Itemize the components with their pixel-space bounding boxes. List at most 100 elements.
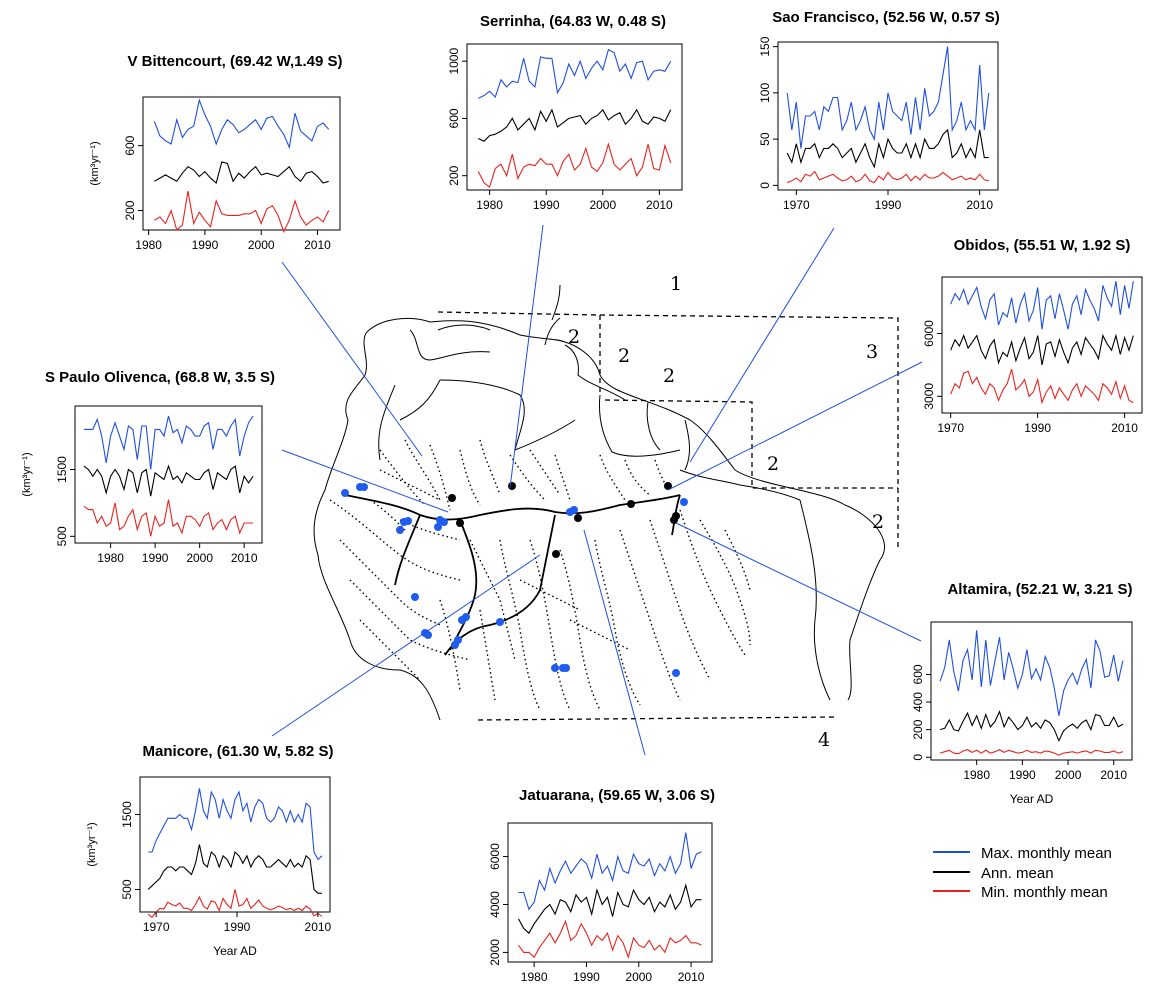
station-dot-blue (434, 523, 442, 531)
station-dot-black (456, 519, 464, 527)
series-mean-line (786, 128, 989, 169)
y-tick-label: 0 (911, 754, 925, 761)
station-dot-black (508, 482, 516, 490)
y-tick-label: 1500 (120, 801, 134, 828)
x-tick-label: 2010 (646, 198, 673, 212)
station-panel: Jatuarana, (59.65 W, 3.06 S) 1980 1990 2000… (488, 787, 715, 984)
series-min-line (939, 748, 1124, 756)
region-label: 2 (618, 345, 630, 367)
station-dot-blue (454, 636, 462, 644)
plot-frame (139, 776, 331, 913)
series-max-line (83, 415, 254, 470)
station-dot-black (672, 512, 680, 520)
x-tick-label: 2010 (678, 970, 705, 984)
series-max-line (786, 46, 990, 149)
series-min-line (786, 170, 989, 184)
panel-title: V Bittencourt, (69.42 W,1.49 S) (127, 53, 342, 70)
x-tick-label: 2000 (589, 198, 616, 212)
region-label: 2 (568, 326, 580, 348)
series-min-line (83, 499, 254, 537)
station-dot-blue (404, 517, 412, 525)
station-dot-black (627, 500, 635, 508)
legend-label-min: Min. monthly mean (981, 884, 1108, 901)
series-max-line (478, 48, 672, 99)
plot-frame (507, 822, 713, 963)
y-tick-label: 200 (447, 165, 461, 185)
x-tick-label: 1980 (135, 238, 162, 252)
x-tick-label: 1990 (142, 551, 169, 565)
region-label: 2 (663, 365, 675, 387)
series-min-line (950, 368, 1134, 405)
region-labels: 1 2 2 2 2 2 3 4 (568, 273, 884, 751)
x-tick-label: 1990 (533, 198, 560, 212)
y-tick-label: 150 (758, 36, 772, 56)
region-label: 4 (818, 729, 830, 751)
x-tick-label: 2010 (966, 198, 993, 212)
station-panel: Manicore, (61.30 W, 5.82 S) 1970 1990 2010 5… (86, 743, 333, 958)
y-axis-label: (km³yr⁻¹) (21, 452, 33, 496)
x-tick-label: 1990 (1024, 421, 1051, 435)
station-dot-blue (440, 518, 448, 526)
x-tick-label: 2010 (231, 551, 258, 565)
x-tick-label: 1980 (97, 551, 124, 565)
amazon-basin-map: 1 2 2 2 2 2 3 4 (271, 224, 923, 756)
plot-frame (777, 41, 999, 191)
y-tick-label: 6000 (488, 843, 502, 870)
panel-title: Sao Francisco, (52.56 W, 0.57 S) (772, 9, 1000, 26)
region-label: 3 (866, 341, 878, 363)
station-panel: Obidos, (55.51 W, 1.92 S) 1970 1990 2010 300… (922, 237, 1143, 435)
station-panel: Altamira, (52.21 W, 3.21 S)1980 1990 2000 2… (911, 581, 1133, 806)
series-mean-line (154, 161, 329, 184)
series-max-line (148, 788, 323, 861)
series-mean-line (147, 844, 322, 894)
series-max-line (518, 832, 702, 911)
y-tick-label: 600 (447, 108, 461, 128)
station-dot-blue (562, 664, 570, 672)
station-dot-blue (551, 664, 559, 672)
series-max-line (939, 630, 1124, 716)
y-tick-label: 1000 (447, 48, 461, 75)
plot-frame (142, 96, 341, 231)
y-tick-label: 600 (911, 664, 925, 684)
panel-title: Manicore, (61.30 W, 5.82 S) (143, 743, 334, 760)
series-min-line (518, 919, 702, 960)
station-dot-blue (360, 483, 368, 491)
y-tick-label: 6000 (922, 320, 936, 347)
x-tick-label: 1970 (783, 198, 810, 212)
legend-label-max: Max. monthly mean (981, 845, 1112, 862)
y-tick-label: 200 (911, 719, 925, 739)
region-label: 2 (872, 511, 884, 533)
y-tick-label: 50 (758, 132, 772, 146)
x-tick-label: 1980 (963, 768, 990, 782)
x-tick-label: 2010 (304, 238, 331, 252)
y-tick-label: 500 (120, 879, 134, 899)
station-dot-black (664, 482, 672, 490)
x-tick-label: 2000 (625, 970, 652, 984)
panel-title: Serrinha, (64.83 W, 0.48 S) (480, 13, 666, 30)
country-borders (313, 284, 886, 721)
y-tick-label: 600 (123, 135, 137, 155)
station-dot-black (448, 494, 456, 502)
y-tick-label: 500 (55, 526, 69, 546)
x-axis-label: Year AD (213, 944, 257, 958)
series-min-line (147, 889, 323, 919)
station-dot-blue (672, 669, 680, 677)
x-tick-label: 1990 (192, 238, 219, 252)
y-tick-label: 400 (911, 692, 925, 712)
x-tick-label: 1980 (521, 970, 548, 984)
x-tick-label: 1990 (573, 970, 600, 984)
station-dot-blue (680, 498, 688, 506)
panel-title: Jatuarana, (59.65 W, 3.06 S) (519, 787, 715, 804)
y-tick-label: 0 (758, 182, 772, 189)
x-tick-label: 2000 (186, 551, 213, 565)
station-dot-blue (411, 593, 419, 601)
legend: Max. monthly mean Ann. mean Min. monthly… (933, 845, 1112, 901)
y-tick-label: 1500 (55, 456, 69, 483)
main-rivers (344, 494, 681, 656)
x-tick-label: 2000 (1055, 768, 1082, 782)
plot-frame (466, 43, 683, 191)
y-tick-label: 2000 (488, 939, 502, 966)
series-mean-line (939, 710, 1124, 743)
x-tick-label: 1990 (224, 920, 251, 934)
